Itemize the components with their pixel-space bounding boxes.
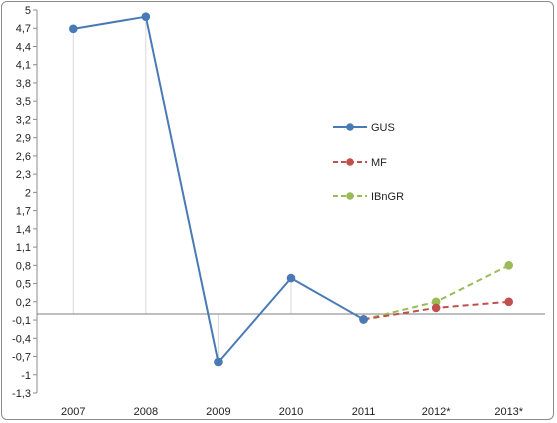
y-tick-label: 2,9 xyxy=(16,133,31,145)
y-tick-label: 3,2 xyxy=(16,114,31,126)
data-point-gus xyxy=(68,24,78,34)
x-tick-label: 2012* xyxy=(422,406,451,418)
x-tick-label: 2009 xyxy=(206,406,230,418)
y-tick-label: 3,8 xyxy=(16,78,31,90)
legend-marker-mf xyxy=(346,158,354,166)
y-tick-label: -1 xyxy=(21,370,31,382)
drop-lines xyxy=(72,16,365,362)
series-lines xyxy=(68,12,514,367)
y-tick-label: 1,1 xyxy=(16,242,31,254)
y-tick-label: 4,4 xyxy=(16,41,31,53)
y-tick-label: 2,6 xyxy=(16,151,31,163)
y-tick-label: 2,3 xyxy=(16,169,31,181)
x-tick-label: 2007 xyxy=(61,406,85,418)
axes: 5 4,7 4,4 4,1 3,8 3,5 3,2 2,9 2,6 2,3 2 1,7 1,4 1,1 0,… xyxy=(12,5,545,418)
y-tick-label: -0,1 xyxy=(12,315,31,327)
x-tick-label: 2008 xyxy=(134,406,158,418)
data-point-ibngr xyxy=(504,261,514,270)
legend: GUS MF IBnGR xyxy=(333,122,404,203)
y-tick-label: 4,7 xyxy=(16,23,31,35)
data-point-mf xyxy=(431,303,441,313)
y-tick-label: 1,7 xyxy=(16,206,31,218)
legend-label-mf: MF xyxy=(371,157,387,169)
y-tick-label: 0,2 xyxy=(16,297,31,309)
legend-label-gus: GUS xyxy=(371,122,395,134)
y-tick-label: 3,5 xyxy=(16,96,31,108)
x-tick-label: 2013* xyxy=(494,406,523,418)
data-point-gus xyxy=(286,273,296,283)
x-tick-label: 2010 xyxy=(279,406,303,418)
y-tick-label: 2 xyxy=(25,187,31,199)
x-tick-label: 2011 xyxy=(352,406,376,418)
y-tick-label: -0,4 xyxy=(12,333,31,345)
y-tick-label: 5 xyxy=(25,5,31,17)
y-tick-label: 4,1 xyxy=(16,60,31,72)
y-tick-label: -1,3 xyxy=(12,388,31,400)
legend-label-ibngr: IBnGR xyxy=(371,191,404,203)
y-tick-label: -0,7 xyxy=(12,352,31,364)
data-point-gus xyxy=(214,357,223,367)
series-line-gus xyxy=(73,15,365,363)
legend-marker-gus xyxy=(346,123,354,131)
legend-marker-ibngr xyxy=(346,192,354,200)
data-point-gus xyxy=(359,315,368,324)
data-point-mf xyxy=(504,297,514,307)
y-tick-label: 0,8 xyxy=(16,260,31,272)
data-point-gus xyxy=(141,12,151,21)
y-tick-label: 0,5 xyxy=(16,279,31,291)
y-tick-label: 1,4 xyxy=(16,224,31,236)
